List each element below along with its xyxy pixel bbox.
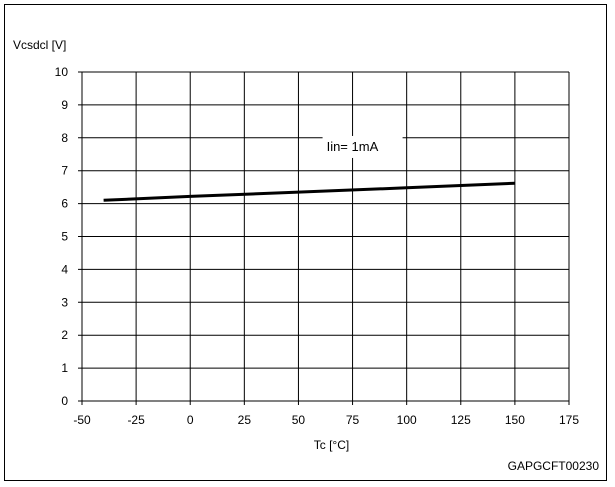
x-tick-label: -25 [127,413,145,427]
x-tick-label: 0 [187,413,194,427]
figure-code: GAPGCFT00230 [508,459,600,473]
x-tick-label: -50 [73,413,91,427]
y-tick-label: 10 [55,65,69,79]
series-line [103,181,515,202]
x-tick-label: 150 [505,413,525,427]
y-tick-label: 8 [61,131,68,145]
y-tick-label: 4 [61,262,68,276]
y-tick-label: 1 [61,361,68,375]
x-axis-label: Tc [°C] [314,438,349,452]
series-annotation: Iin= 1mA [327,139,379,154]
y-tick-label: 6 [61,197,68,211]
x-tick-label: 50 [292,413,306,427]
y-tick-label: 3 [61,295,68,309]
x-tick-label: 25 [238,413,252,427]
y-axis-label: Vcsdcl [V] [13,38,66,52]
x-tick-label: 75 [346,413,360,427]
y-tick-label: 2 [61,328,68,342]
y-tick-label: 9 [61,98,68,112]
series-group [103,181,515,202]
chart-svg: -50 -25 0 25 50 75 100 125 150 175 0 1 2 3 4 5 6 7 8 9 10 I… [13,38,600,473]
x-tick-label: 125 [451,413,471,427]
y-tick-label: 7 [61,164,68,178]
x-tick-label: 175 [559,413,579,427]
y-tick-label: 5 [61,230,68,244]
x-tick-label: 100 [397,413,417,427]
chart-frame: -50 -25 0 25 50 75 100 125 150 175 0 1 2 3 4 5 6 7 8 9 10 I… [4,4,607,481]
y-tick-labels: 0 1 2 3 4 5 6 7 8 9 10 [55,65,69,408]
grid [78,71,570,405]
x-tick-labels: -50 -25 0 25 50 75 100 125 150 175 [73,413,579,427]
y-tick-label: 0 [61,394,68,408]
annotation-background [322,135,403,158]
